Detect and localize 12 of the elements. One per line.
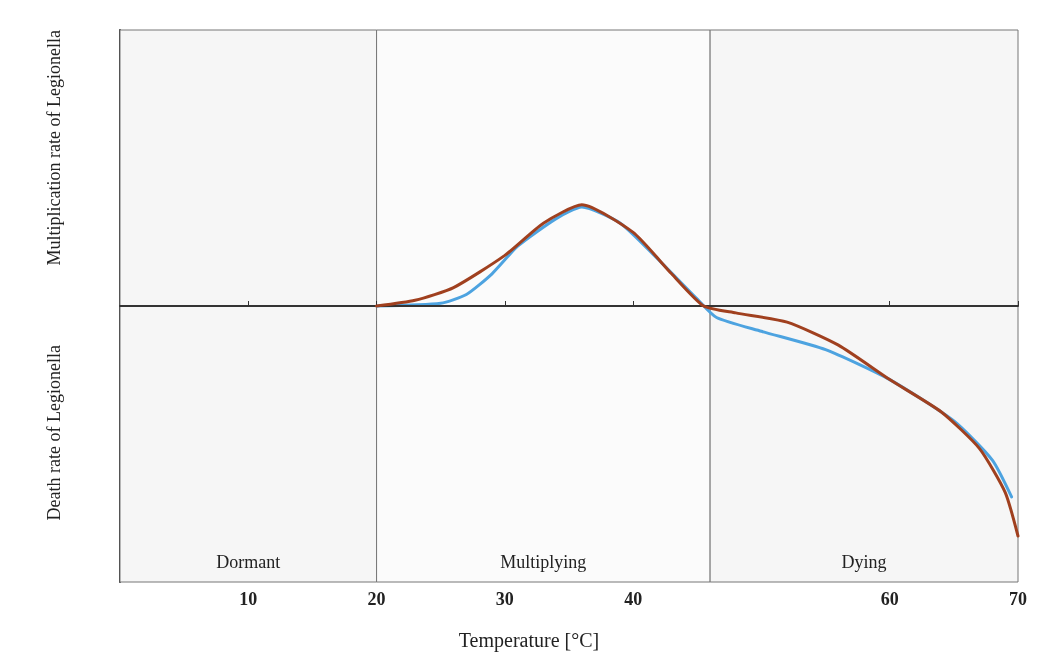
y-axis-title: Multiplication rate of Legionella — [44, 29, 64, 266]
x-tick-label: 70 — [1009, 589, 1027, 609]
x-tick-label: 10 — [239, 589, 258, 609]
band-label: Dying — [841, 551, 887, 572]
x-tick-label: 20 — [367, 589, 386, 609]
x-axis-title: Temperature [°C] — [458, 629, 600, 652]
text: Death rate of Legionella — [44, 344, 64, 521]
x-tick-label: 30 — [495, 589, 514, 609]
x-tick-label: 40 — [624, 589, 643, 609]
band-label: Multiplying — [500, 551, 587, 572]
band-label: Dormant — [216, 551, 281, 572]
x-tick-label: 60 — [880, 589, 899, 609]
